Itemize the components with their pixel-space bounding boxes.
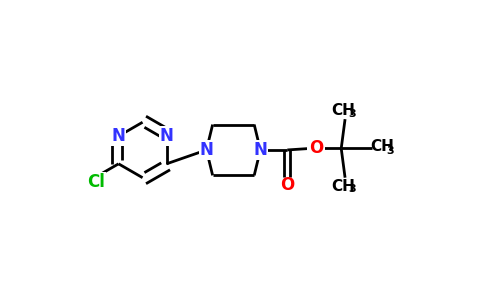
Text: 3: 3 bbox=[387, 146, 394, 156]
Text: 3: 3 bbox=[348, 184, 356, 194]
Text: CH: CH bbox=[332, 178, 355, 194]
Text: N: N bbox=[254, 141, 267, 159]
Text: N: N bbox=[199, 141, 213, 159]
Text: CH: CH bbox=[332, 103, 355, 118]
Text: O: O bbox=[309, 139, 323, 157]
Text: N: N bbox=[160, 127, 173, 145]
Text: 3: 3 bbox=[348, 109, 356, 119]
Text: O: O bbox=[280, 176, 294, 194]
Text: N: N bbox=[112, 127, 125, 145]
Text: CH: CH bbox=[370, 140, 394, 154]
Text: Cl: Cl bbox=[87, 172, 105, 190]
